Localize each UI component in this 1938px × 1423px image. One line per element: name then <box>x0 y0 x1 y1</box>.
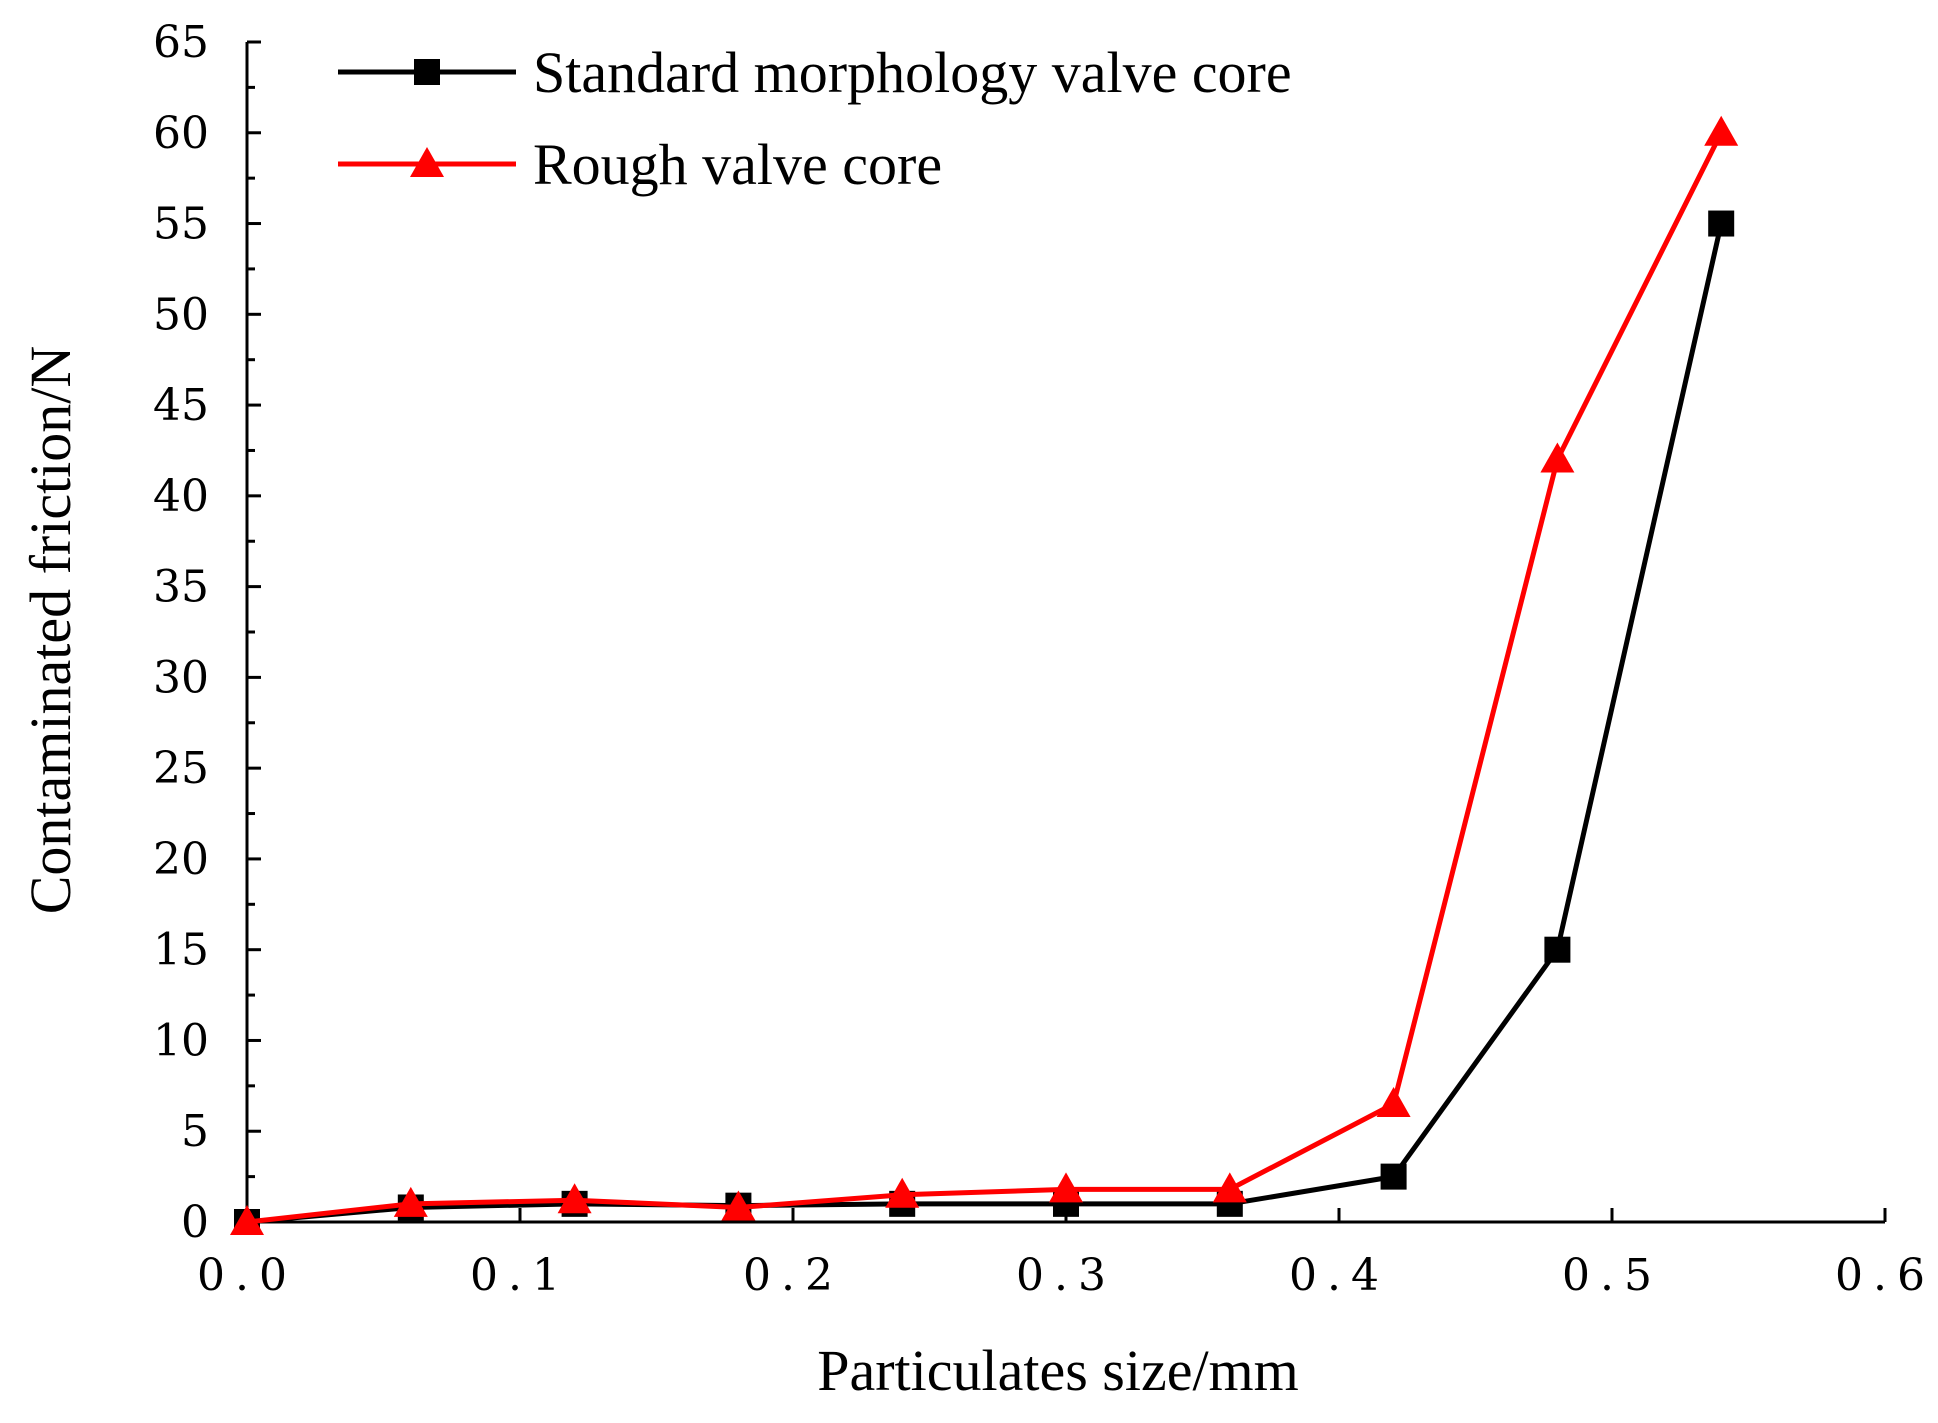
legend-marker-square <box>414 59 440 85</box>
x-tick-label: 0.5 <box>1562 1250 1662 1301</box>
data-point-triangle <box>557 1183 592 1214</box>
y-tick-label: 50 <box>153 289 209 340</box>
legend-label: Rough valve core <box>533 132 942 197</box>
data-point-triangle <box>1540 442 1575 473</box>
x-tick-label: 0.1 <box>470 1250 570 1301</box>
x-tick-label: 0.3 <box>1016 1250 1116 1301</box>
data-point-triangle <box>1376 1087 1411 1117</box>
y-tick-label: 20 <box>153 834 209 885</box>
y-tick-label: 15 <box>153 925 209 976</box>
y-axis-ticks: 0 5 10 15 20 25 30 35 40 45 50 55 60 65 <box>153 17 261 1248</box>
y-tick-label: 65 <box>153 17 209 68</box>
x-tick-label: 0.2 <box>743 1250 843 1301</box>
x-tick-label: 0.4 <box>1289 1250 1389 1301</box>
data-point-square <box>1708 210 1735 237</box>
series-layer <box>230 115 1739 1235</box>
data-point-square <box>1544 936 1571 963</box>
data-point-triangle <box>1049 1172 1083 1203</box>
y-axis-title: Contaminated friction/N <box>18 346 83 915</box>
data-point-triangle <box>885 1177 920 1208</box>
y-tick-label: 10 <box>153 1015 209 1066</box>
legend-entry-2: Rough valve core <box>338 132 942 197</box>
y-tick-label: 0 <box>181 1197 209 1248</box>
series-1 <box>234 210 1735 1235</box>
data-point-triangle <box>1704 115 1739 146</box>
y-tick-label: 55 <box>153 199 209 250</box>
x-axis-ticks: 0.0 0.1 0.2 0.3 0.4 0.5 0.6 <box>197 1208 1935 1301</box>
series-2 <box>230 115 1739 1235</box>
y-tick-label: 60 <box>153 108 209 159</box>
series-line <box>246 222 1724 1225</box>
data-point-triangle <box>1212 1172 1247 1203</box>
y-tick-label: 40 <box>153 471 209 522</box>
data-point-triangle <box>230 1205 264 1235</box>
data-point-square <box>1380 1163 1407 1190</box>
legend-marker-triangle <box>410 147 444 177</box>
x-axis-title: Particulates size/mm <box>817 1338 1299 1403</box>
y-tick-label: 5 <box>181 1106 209 1157</box>
x-tick-label: 0.0 <box>197 1250 297 1301</box>
y-tick-label: 30 <box>153 652 209 703</box>
legend-entry-1: Standard morphology valve core <box>338 40 1292 105</box>
data-point-triangle <box>393 1186 428 1217</box>
legend-label: Standard morphology valve core <box>533 40 1292 105</box>
y-tick-label: 25 <box>153 743 209 794</box>
legend: Standard morphology valve core Rough valv… <box>338 40 1292 197</box>
x-tick-label: 0.6 <box>1835 1250 1935 1301</box>
y-tick-label: 35 <box>153 562 209 613</box>
series-line <box>246 131 1724 1225</box>
data-point-triangle <box>721 1190 756 1221</box>
axes <box>245 42 1885 1224</box>
y-tick-label: 45 <box>153 380 209 431</box>
